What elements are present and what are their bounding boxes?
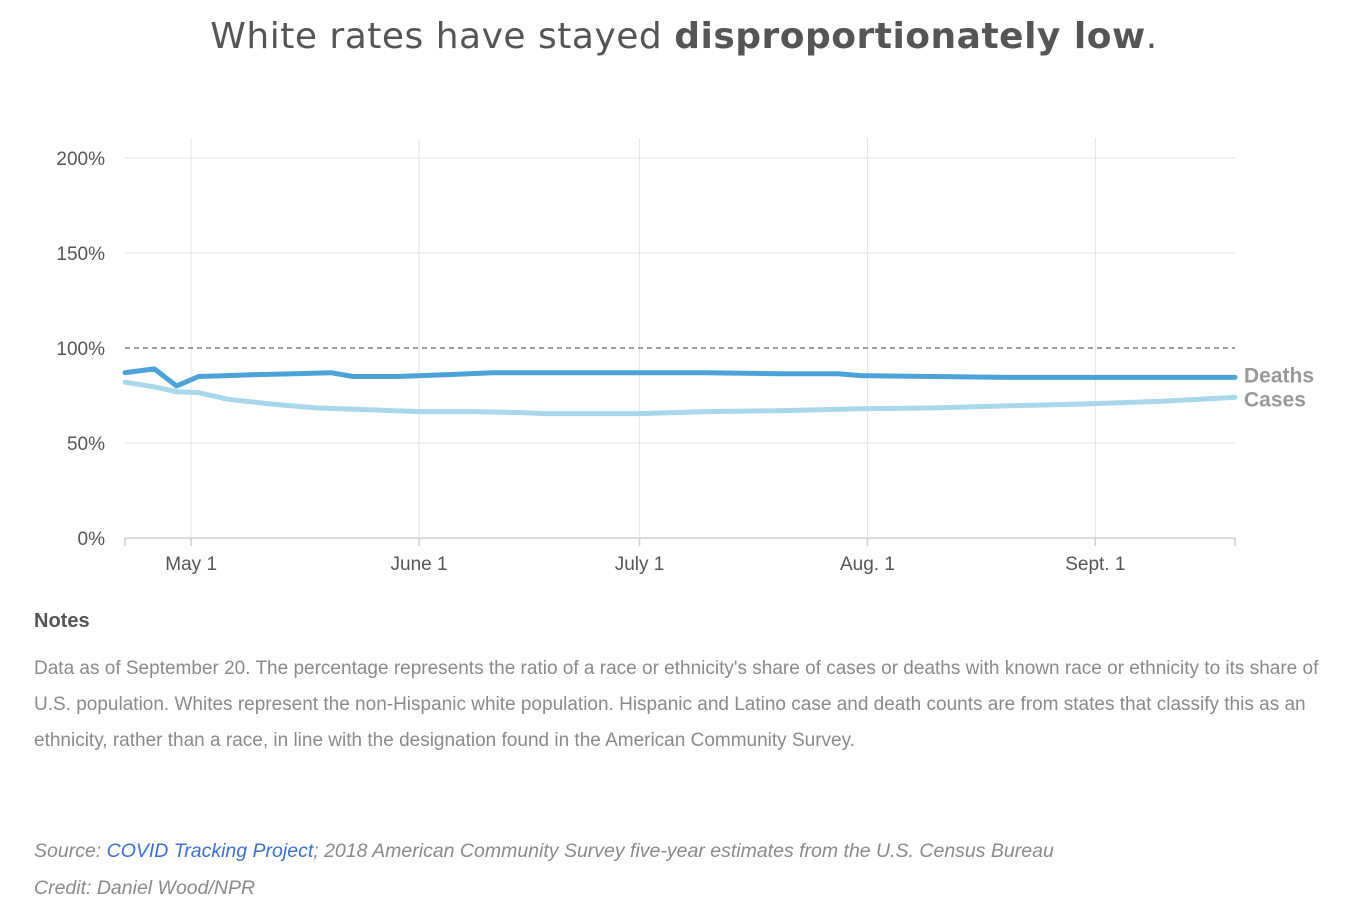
x-tick-label: July 1 [615,554,665,575]
source-link[interactable]: COVID Tracking Project [106,840,314,862]
source-label: Source: [34,840,107,862]
series-line-cases [122,379,1238,417]
title-emphasis: disproportionately low [674,16,1146,57]
title-suffix: . [1145,16,1158,57]
y-tick-label: 100% [56,339,105,360]
series-lines [122,366,1238,417]
series-label-cases: Cases [1244,388,1306,411]
series-line-deaths [122,366,1238,389]
notes-body: Data as of September 20. The percentage … [34,658,1319,751]
series-label-deaths: Deaths [1244,364,1314,387]
gridlines [125,138,1235,538]
y-tick-label: 0% [78,529,106,550]
chart-title: White rates have stayed disproportionate… [0,16,1368,57]
y-tick-label: 200% [56,149,105,170]
line-chart: 0% 50% 100% 150% 200% May 1 June 1 July 1 Aug. 1… [56,138,1314,575]
y-tick-label: 50% [67,434,105,455]
source-line: Source: COVID Tracking Project; 2018 Ame… [34,840,1054,863]
x-tick-label: May 1 [165,554,217,575]
title-prefix: White rates have stayed [210,16,675,57]
source-rest: ; 2018 American Community Survey five-ye… [313,840,1054,862]
y-tick-label: 150% [56,244,105,265]
x-tick-label: Sept. 1 [1065,554,1125,575]
x-tick-label: Aug. 1 [840,554,895,575]
axes: 0% 50% 100% 150% 200% May 1 June 1 July 1 Aug. 1… [56,149,1236,575]
notes-heading: Notes [34,610,90,632]
credit-line: Credit: Daniel Wood/NPR [34,877,256,899]
x-tick-label: June 1 [391,554,448,575]
